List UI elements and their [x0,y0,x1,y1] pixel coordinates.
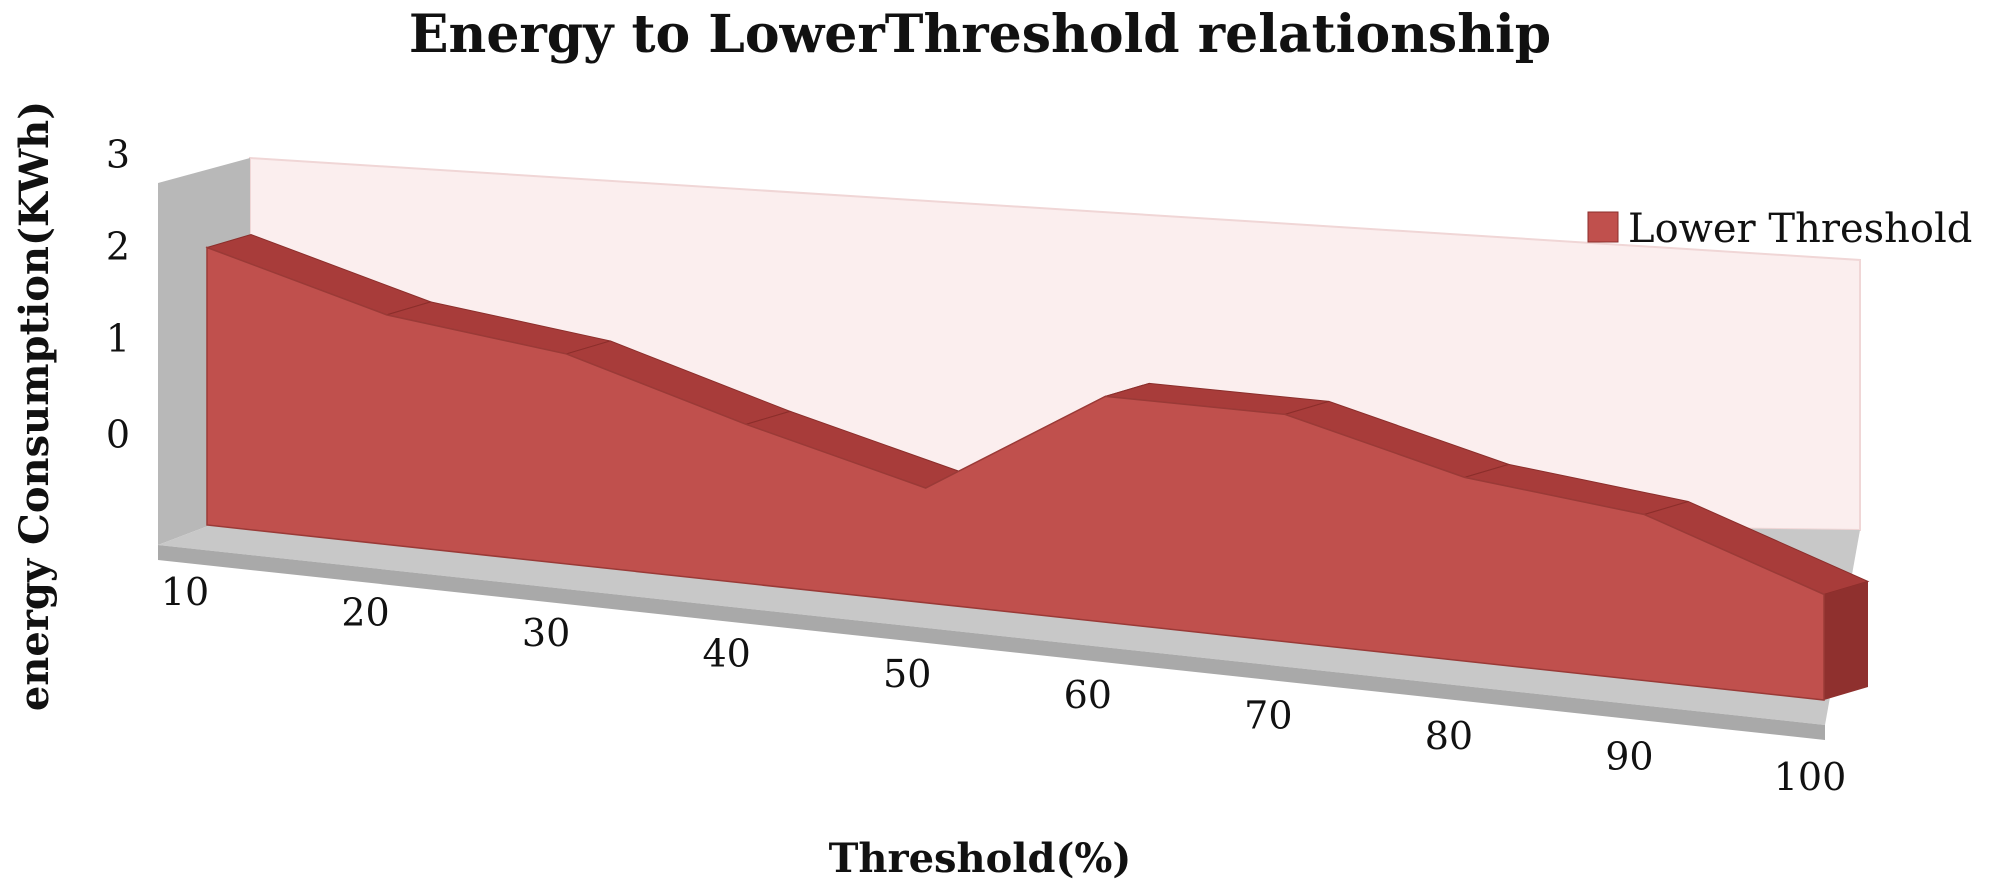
legend: Lower Threshold [1587,206,1972,252]
floor-front-edge [158,545,1825,740]
y-tick-label: 3 [106,133,130,177]
x-axis-title: Threshold(%) [829,835,1132,882]
x-tick-label: 100 [1774,755,1847,799]
legend-swatch [1587,211,1619,243]
y-tick-label: 1 [106,317,130,361]
legend-label: Lower Threshold [1628,206,1972,252]
y-tick-label: 0 [106,413,130,457]
chart-title: Energy to LowerThreshold relationship [409,4,1551,65]
x-tick-label: 80 [1425,714,1473,758]
area-end-cap [1824,581,1868,700]
area-series-lower-threshold [206,246,1825,701]
x-tick-label: 10 [161,570,209,614]
x-tick-label: 60 [1064,673,1112,717]
y-axis-title: energy Consumption(KWh) [11,101,58,711]
x-tick-label: 50 [883,652,931,696]
y-tick-label: 2 [106,225,130,269]
x-tick-label: 30 [522,611,570,655]
x-tick-labels: 10 20 30 40 50 60 70 80 90 100 [161,570,1846,799]
area-series-layer [205,233,1870,701]
x-tick-label: 20 [341,591,389,635]
x-tick-label: 70 [1244,693,1292,737]
y-tick-labels: 0 1 2 3 [106,133,130,457]
x-tick-label: 40 [702,632,750,676]
x-tick-label: 90 [1605,734,1653,778]
